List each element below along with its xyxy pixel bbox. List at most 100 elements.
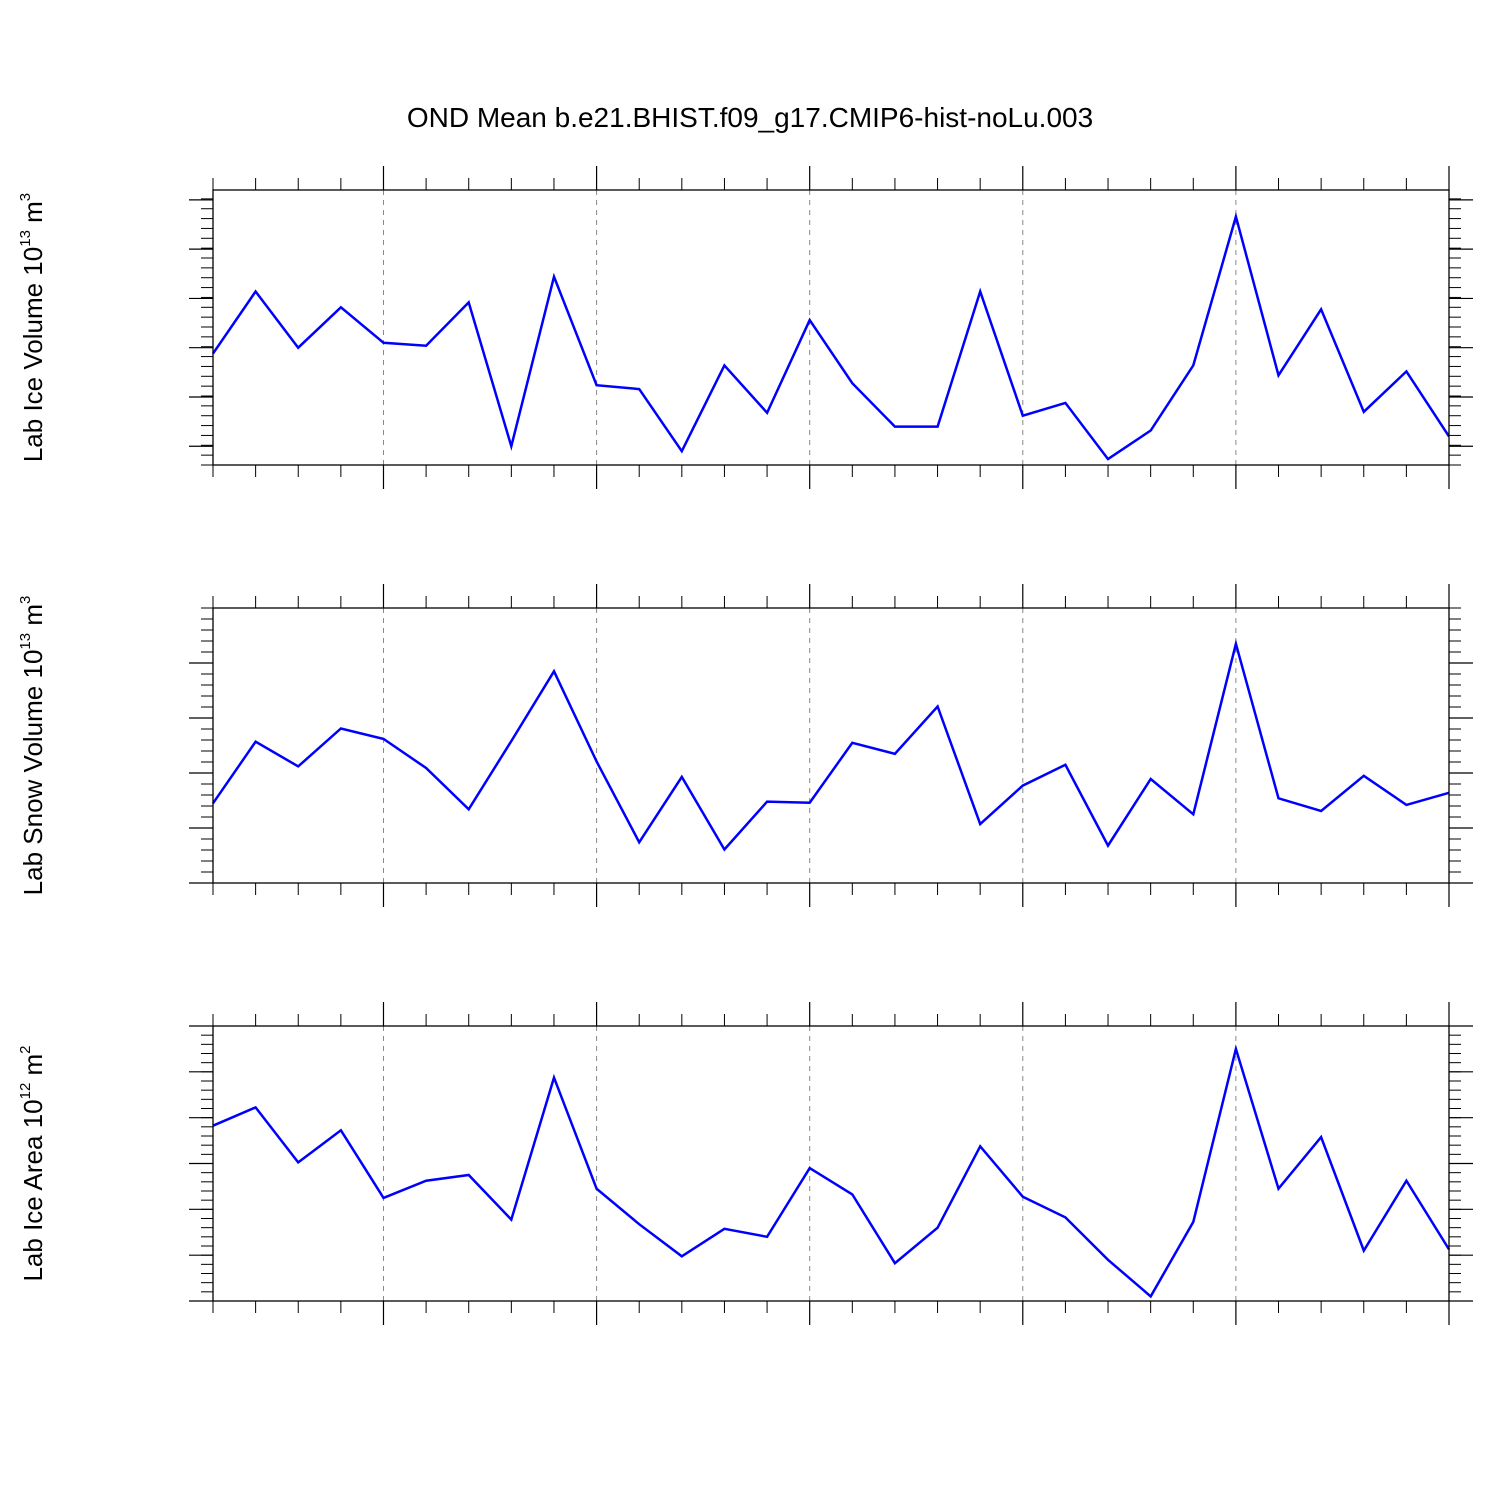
y-axis-title: Lab Ice Area 1012 m2 [17,1045,48,1281]
y-axis-title-exponent: 13 [17,633,34,650]
data-point [552,1076,556,1080]
data-point [1191,363,1195,367]
y-axis-title-unit-exponent: 3 [17,596,34,604]
data-point [467,1173,471,1177]
data-point [424,1179,428,1183]
data-point [467,807,471,811]
data-point [1021,414,1025,418]
chart-title: OND Mean b.e21.BHIST.f09_g17.CMIP6-hist-… [407,102,1093,133]
data-point [254,290,258,294]
data-point [680,449,684,453]
panel-lab-ice-area: Lab Ice Area 1012 m2 [17,1002,1473,1325]
data-point [424,344,428,348]
data-point [1362,1249,1366,1253]
data-point [637,840,641,844]
series-line-lab-ice-volume [211,211,1451,461]
data-point [1149,429,1153,433]
data-point [637,1222,641,1226]
data-point [296,346,300,350]
data-point [1362,774,1366,778]
y-axis-title-unit: m [18,201,48,230]
data-point [296,764,300,768]
data-point [936,704,940,708]
data-point [381,341,385,345]
data-point [424,766,428,770]
data-point [1404,369,1408,373]
data-point [1234,642,1238,646]
data-point [552,669,556,673]
data-point [296,1160,300,1164]
data-point [680,775,684,779]
data-point [893,1261,897,1265]
data-point [381,1196,385,1200]
data-point [893,425,897,429]
panel-lab-snow-volume: Lab Snow Volume 1013 m3 [17,584,1473,907]
data-point [509,1218,513,1222]
data-point [1149,1294,1153,1298]
y-axis-title: Lab Ice Volume 1013 m3 [17,193,48,462]
data-point [254,740,258,744]
data-point [893,752,897,756]
data-point [509,739,513,743]
data-point [978,1144,982,1148]
data-point [254,1105,258,1109]
data-point [1106,1258,1110,1262]
data-point [1191,1220,1195,1224]
data-point [339,305,343,309]
data-point [978,822,982,826]
data-point [1277,373,1281,377]
plot-frame [212,607,1450,884]
data-point [1106,457,1110,461]
y-axis-title: Lab Snow Volume 1013 m3 [17,596,48,896]
data-point [978,290,982,294]
y-axis-title-exponent: 13 [17,230,34,247]
y-axis-title-unit-exponent: 2 [17,1045,34,1053]
data-point [1362,410,1366,414]
data-point [808,318,812,322]
data-point [1319,307,1323,311]
data-point [1404,1179,1408,1183]
data-point [808,801,812,805]
data-point [1063,401,1067,405]
data-point [936,1226,940,1230]
y-axis-title-exponent: 12 [17,1083,34,1100]
data-point [850,741,854,745]
data-point [1277,796,1281,800]
data-point [765,1235,769,1239]
data-point [467,300,471,304]
plot-frame [212,189,1450,466]
data-point [1149,777,1153,781]
data-point [765,800,769,804]
data-point [339,1128,343,1132]
panels: Lab Ice Volume 1013 m3 Lab Snow Volume 10… [17,166,1473,1325]
data-point [1234,1047,1238,1051]
data-point [595,383,599,387]
data-point [552,275,556,279]
data-point [808,1166,812,1170]
data-point [850,381,854,385]
data-point [509,444,513,448]
data-point [1021,784,1025,788]
data-point [1106,844,1110,848]
data-point [722,363,726,367]
panel-lab-ice-volume: Lab Ice Volume 1013 m3 [17,166,1473,489]
y-axis-title-prefix: Lab Ice Area 10 [18,1099,48,1281]
data-point [637,387,641,391]
series-line-lab-snow-volume [211,638,1450,852]
data-point [1277,1187,1281,1191]
y-axis-title-unit-exponent: 3 [17,193,34,201]
data-point [595,1187,599,1191]
data-point [1319,809,1323,813]
data-point [1234,215,1238,219]
plot-frame [212,1025,1450,1302]
data-point [680,1254,684,1258]
data-point [850,1192,854,1196]
data-point [1404,803,1408,807]
data-point [339,726,343,730]
data-point [1063,1215,1067,1219]
data-point [381,737,385,741]
data-point [595,759,599,763]
y-axis-title-unit: m [18,1054,48,1083]
data-point [722,1227,726,1231]
